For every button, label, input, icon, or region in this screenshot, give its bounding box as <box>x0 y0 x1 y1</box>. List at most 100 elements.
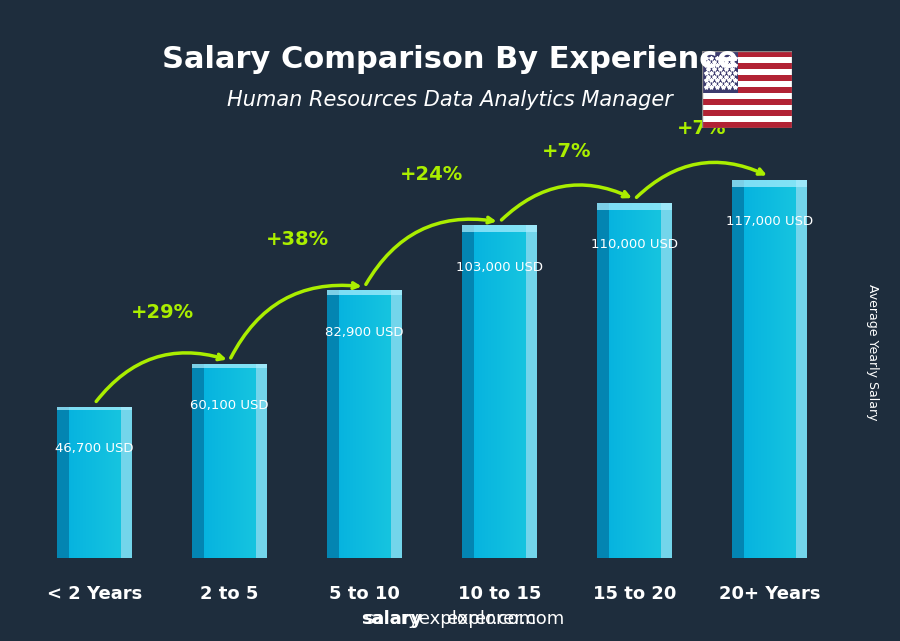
Bar <box>124 407 126 558</box>
Bar <box>488 225 489 558</box>
Bar <box>108 407 110 558</box>
Bar <box>380 290 381 558</box>
Text: +29%: +29% <box>130 303 194 322</box>
Bar <box>801 180 802 558</box>
Bar <box>735 180 737 558</box>
Bar <box>667 203 669 558</box>
Text: Human Resources Data Analytics Manager: Human Resources Data Analytics Manager <box>227 90 673 110</box>
Bar <box>797 180 799 558</box>
Bar <box>96 407 97 558</box>
Bar <box>527 225 529 558</box>
Bar <box>256 363 257 558</box>
Bar <box>363 290 365 558</box>
Bar <box>753 180 754 558</box>
Bar <box>245 363 246 558</box>
Bar <box>655 203 657 558</box>
Bar <box>67 407 68 558</box>
Bar <box>618 203 619 558</box>
Bar <box>376 290 378 558</box>
Bar <box>198 363 200 558</box>
Bar <box>802 180 804 558</box>
Bar <box>101 407 102 558</box>
Bar <box>482 225 483 558</box>
Bar <box>237 363 239 558</box>
Bar <box>240 363 241 558</box>
Bar <box>219 363 220 558</box>
Bar <box>383 290 385 558</box>
Bar <box>495 225 497 558</box>
Bar <box>371 290 372 558</box>
Bar <box>702 99 792 104</box>
Text: +24%: +24% <box>400 165 464 184</box>
Bar <box>86 407 87 558</box>
Bar <box>246 363 248 558</box>
Text: salary: salary <box>361 610 422 628</box>
Bar <box>250 363 252 558</box>
Bar <box>80 407 81 558</box>
Bar <box>328 290 401 296</box>
Bar <box>193 363 266 558</box>
Bar <box>634 203 636 558</box>
Bar <box>354 290 356 558</box>
Text: Average Yearly Salary: Average Yearly Salary <box>867 285 879 420</box>
Bar <box>118 407 120 558</box>
Bar <box>626 203 627 558</box>
Bar <box>337 290 338 558</box>
Bar <box>609 203 611 558</box>
Bar <box>702 110 792 117</box>
Bar <box>338 290 339 558</box>
Bar <box>733 180 806 558</box>
Text: 10 to 15: 10 to 15 <box>458 585 541 603</box>
Bar <box>605 203 607 558</box>
Bar <box>489 225 491 558</box>
Bar <box>335 290 337 558</box>
Bar <box>777 180 778 558</box>
Bar <box>746 180 747 558</box>
Bar <box>758 180 759 558</box>
Text: 117,000 USD: 117,000 USD <box>726 215 813 228</box>
Bar <box>390 290 392 558</box>
Bar <box>504 225 506 558</box>
Bar <box>342 290 344 558</box>
Text: explorer.com: explorer.com <box>447 610 564 628</box>
Bar <box>253 363 255 558</box>
Bar <box>525 225 526 558</box>
Bar <box>400 290 401 558</box>
Bar <box>784 180 786 558</box>
Bar <box>195 363 197 558</box>
Bar <box>330 290 332 558</box>
Bar <box>58 407 60 558</box>
Bar <box>740 180 742 558</box>
Bar <box>353 290 354 558</box>
Bar <box>702 117 792 122</box>
Bar <box>790 180 792 558</box>
Bar <box>624 203 625 558</box>
Bar <box>372 290 374 558</box>
Bar <box>608 203 609 558</box>
Bar <box>122 407 124 558</box>
Bar <box>483 225 485 558</box>
Bar <box>702 63 792 69</box>
Bar <box>770 180 771 558</box>
Bar <box>87 407 88 558</box>
Bar <box>364 290 366 558</box>
Text: 15 to 20: 15 to 20 <box>593 585 676 603</box>
Bar <box>60 407 62 558</box>
Bar <box>333 290 335 558</box>
Bar <box>349 290 351 558</box>
Bar <box>112 407 113 558</box>
Bar <box>472 225 474 558</box>
Bar <box>760 180 762 558</box>
Bar <box>603 203 605 558</box>
Bar <box>644 203 645 558</box>
Bar <box>351 290 353 558</box>
Bar <box>738 180 740 558</box>
Bar <box>193 363 194 558</box>
Bar <box>397 290 399 558</box>
Bar <box>645 203 646 558</box>
Bar <box>72 407 74 558</box>
Bar <box>650 203 651 558</box>
Bar <box>632 203 633 558</box>
Bar <box>375 290 376 558</box>
Bar <box>621 203 623 558</box>
